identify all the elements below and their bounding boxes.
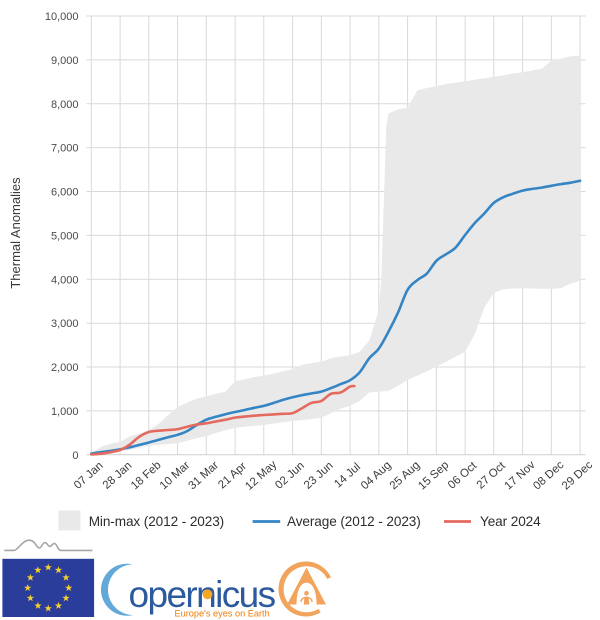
svg-text:1,000: 1,000 — [51, 406, 79, 418]
svg-text:Min-max (2012 - 2023): Min-max (2012 - 2023) — [89, 514, 224, 529]
svg-text:10,000: 10,000 — [45, 11, 79, 23]
svg-text:Average (2012 - 2023): Average (2012 - 2023) — [287, 514, 421, 529]
svg-text:8,000: 8,000 — [51, 99, 79, 111]
svg-text:7,000: 7,000 — [51, 143, 79, 155]
svg-text:Thermal Anomalies: Thermal Anomalies — [8, 177, 23, 289]
svg-text:Europe's eyes on Earth: Europe's eyes on Earth — [175, 609, 270, 619]
svg-text:Year 2024: Year 2024 — [480, 514, 541, 529]
svg-text:0: 0 — [72, 450, 78, 462]
svg-text:4,000: 4,000 — [51, 274, 79, 286]
svg-text:5,000: 5,000 — [51, 230, 79, 242]
svg-text:3,000: 3,000 — [51, 318, 79, 330]
svg-text:9,000: 9,000 — [51, 55, 79, 67]
svg-text:2,000: 2,000 — [51, 362, 79, 374]
svg-text:6,000: 6,000 — [51, 187, 79, 199]
